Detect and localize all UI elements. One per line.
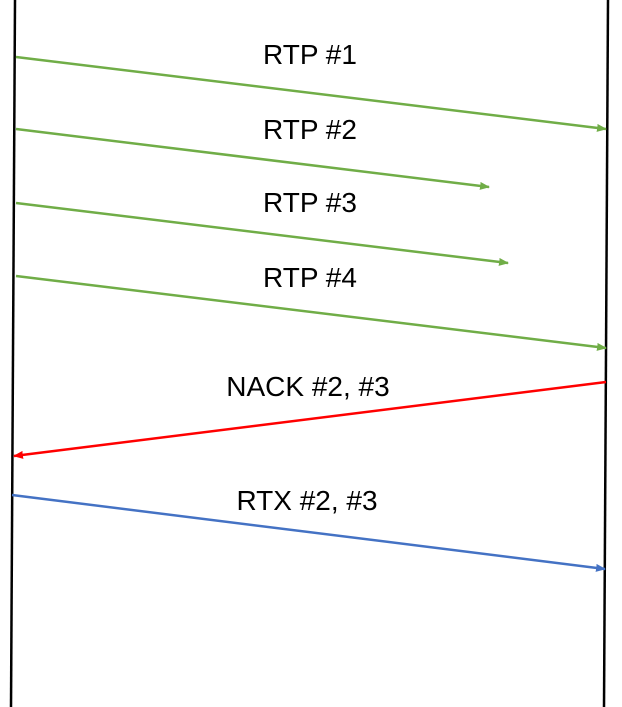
rtp-1-arrow [15, 55, 607, 132]
rtx-label: RTX #2, #3 [236, 485, 377, 516]
rtp-1-label: RTP #1 [263, 39, 357, 70]
rtp-4-label: RTP #4 [263, 262, 357, 293]
rtx-arrow [11, 493, 606, 572]
left-lifeline [9, 0, 17, 707]
rtp-2-arrow [15, 127, 490, 190]
rtp-4-arrow [15, 274, 607, 351]
nack-arrow [13, 380, 607, 459]
rtp-3-arrow [15, 201, 509, 266]
rtp-3-label: RTP #3 [263, 187, 357, 218]
rtp-2-label: RTP #2 [263, 114, 357, 145]
right-lifeline [602, 0, 610, 707]
nack-label: NACK #2, #3 [226, 371, 389, 402]
